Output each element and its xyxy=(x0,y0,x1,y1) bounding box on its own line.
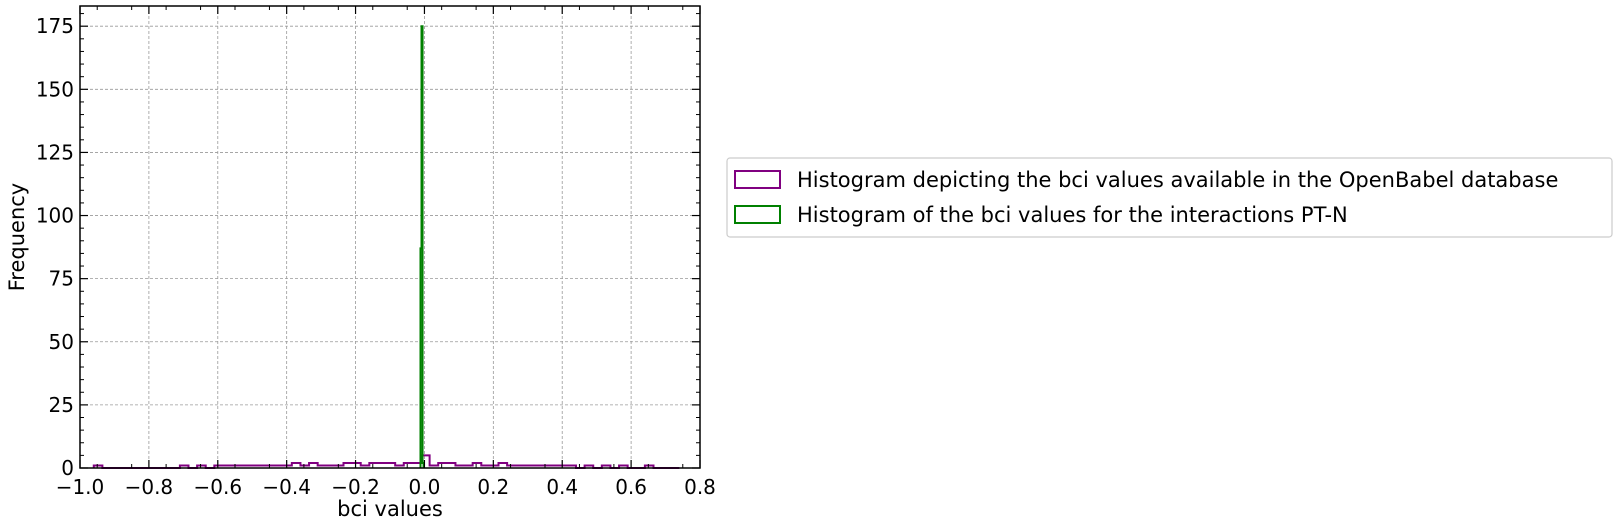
histogram-series xyxy=(92,25,680,469)
x-tick-label: −0.6 xyxy=(193,475,242,499)
x-axis-title: bci values xyxy=(337,497,443,521)
x-tick-label: −0.8 xyxy=(125,475,174,499)
histogram-outline-1 xyxy=(419,25,425,468)
legend-swatch-pt-n xyxy=(734,205,781,224)
legend-frame xyxy=(726,157,1613,238)
x-tick-label: 0.4 xyxy=(546,475,578,499)
grid-lines xyxy=(80,6,700,468)
y-tick-label: 0 xyxy=(61,456,74,480)
y-tick-label: 25 xyxy=(49,393,74,417)
y-tick-label: 150 xyxy=(36,77,74,101)
x-tick-label: −1.0 xyxy=(56,475,105,499)
y-tick-label: 50 xyxy=(49,330,74,354)
y-tick-label: 100 xyxy=(36,204,74,228)
legend-label-pt-n: Histogram of the bci values for the inte… xyxy=(797,203,1348,227)
legend-label-openbabel: Histogram depicting the bci values avail… xyxy=(797,168,1558,192)
x-tick-label: −0.2 xyxy=(331,475,380,499)
histogram-outline-0 xyxy=(92,454,680,469)
legend-swatch-openbabel xyxy=(734,170,781,189)
y-axis-title: Frequency xyxy=(5,183,29,292)
y-tick-label: 125 xyxy=(36,140,74,164)
axis-ticks xyxy=(79,6,701,469)
plot-frame xyxy=(79,5,701,469)
y-tick-label: 75 xyxy=(49,267,74,291)
x-tick-label: 0.8 xyxy=(684,475,716,499)
x-tick-label: −0.4 xyxy=(262,475,311,499)
x-tick-label: 0.2 xyxy=(477,475,509,499)
x-tick-labels: −1.0 −0.8 −0.6 −0.4 −0.2 0.0 0.2 0.4 0.6 0.8 xyxy=(56,475,716,499)
x-tick-label: 0.0 xyxy=(409,475,441,499)
y-tick-labels: 0 25 50 75 100 125 150 175 xyxy=(36,14,74,480)
y-tick-label: 175 xyxy=(36,14,74,38)
legend: Histogram depicting the bci values avail… xyxy=(726,157,1613,238)
x-tick-label: 0.6 xyxy=(615,475,647,499)
